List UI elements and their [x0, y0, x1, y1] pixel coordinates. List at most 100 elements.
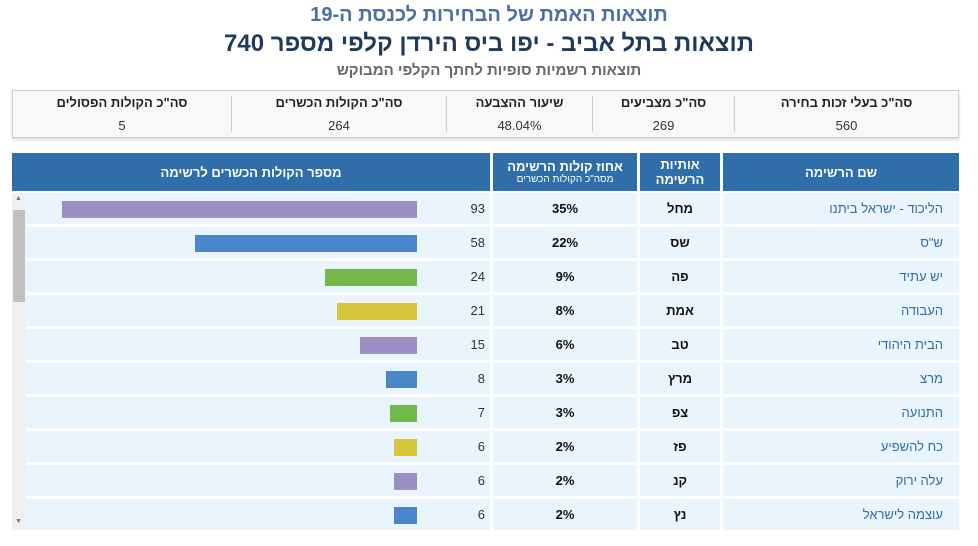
summary-eligible: סה"כ בעלי זכות בחירה 560 [734, 95, 958, 133]
votes-bar [394, 507, 417, 524]
list-name[interactable]: עלה ירוק [723, 465, 959, 496]
table-row: עלה ירוק קנ 2% 6 [12, 465, 959, 499]
table-row: הבית היהודי טב 6% 15 [12, 329, 959, 363]
table-row: יש עתיד פה 9% 24 [12, 261, 959, 295]
votes-value: 24 [470, 269, 485, 284]
votes-bar [61, 201, 417, 218]
summary-label: סה"כ בעלי זכות בחירה [780, 95, 913, 110]
votes-cell: 21 [12, 295, 490, 326]
list-letters: קנ [640, 465, 720, 496]
list-name[interactable]: ש"ס [723, 227, 959, 258]
summary-label: שיעור ההצבעה [475, 95, 564, 110]
list-pct: 35% [493, 193, 637, 224]
list-name[interactable]: עוצמה לישראל [723, 499, 959, 530]
votes-value: 93 [470, 201, 485, 216]
table-row: התנועה צפ 3% 7 [12, 397, 959, 431]
header-pct-label: אחוז קולות הרשימה [507, 159, 623, 174]
list-letters: נץ [640, 499, 720, 530]
votes-value: 6 [477, 439, 485, 454]
summary-value: 5 [118, 118, 126, 133]
votes-cell: 8 [12, 363, 490, 394]
scroll-up-icon[interactable]: ▲ [15, 195, 22, 202]
header-letters: אותיות הרשימה [640, 153, 720, 191]
summary-invalid: סה"כ הקולות הפסולים 5 [13, 95, 231, 133]
votes-value: 15 [470, 337, 485, 352]
votes-bar [394, 439, 417, 456]
table-row: הליכוד - ישראל ביתנו מחל 35% 93 [12, 193, 959, 227]
header-pct-sub: מסה"כ הקולות הכשרים [516, 174, 614, 185]
votes-cell: 93 [12, 193, 490, 224]
votes-value: 21 [470, 303, 485, 318]
votes-value: 58 [470, 235, 485, 250]
list-pct: 22% [493, 227, 637, 258]
votes-value: 6 [477, 507, 485, 522]
list-pct: 6% [493, 329, 637, 360]
summary-value: 264 [328, 118, 350, 133]
list-pct: 2% [493, 499, 637, 530]
list-letters: שס [640, 227, 720, 258]
list-name[interactable]: כח להשפיע [723, 431, 959, 462]
list-letters: צפ [640, 397, 720, 428]
list-letters: מחל [640, 193, 720, 224]
votes-bar [359, 337, 417, 354]
list-name[interactable]: מרצ [723, 363, 959, 394]
table-row: כח להשפיע פז 2% 6 [12, 431, 959, 465]
votes-value: 6 [477, 473, 485, 488]
summary-valid: סה"כ הקולות הכשרים 264 [231, 95, 446, 133]
votes-bar [336, 303, 417, 320]
page-title: תוצאות האמת של הבחירות לכנסת ה-19 [310, 4, 668, 26]
votes-cell: 7 [12, 397, 490, 428]
header-votes: מספר הקולות הכשרים לרשימה [12, 153, 490, 191]
votes-cell: 58 [12, 227, 490, 258]
list-pct: 9% [493, 261, 637, 292]
list-letters: טב [640, 329, 720, 360]
summary-voters: סה"כ מצביעים 269 [592, 95, 734, 133]
votes-cell: 6 [12, 431, 490, 462]
scrollbar-thumb[interactable] [13, 210, 25, 302]
results-table-body: הליכוד - ישראל ביתנו מחל 35% 93 ש"ס שס 22… [12, 193, 959, 533]
list-name[interactable]: העבודה [723, 295, 959, 326]
votes-bar [390, 405, 417, 422]
votes-value: 7 [477, 405, 485, 420]
subtitle: תוצאות רשמיות סופיות לחתך הקלפי המבוקש [336, 62, 642, 79]
votes-cell: 15 [12, 329, 490, 360]
votes-cell: 6 [12, 465, 490, 496]
list-name[interactable]: הבית היהודי [723, 329, 959, 360]
list-letters: פז [640, 431, 720, 462]
table-row: מרצ מרץ 3% 8 [12, 363, 959, 397]
list-letters: אמת [640, 295, 720, 326]
votes-bar [195, 235, 417, 252]
votes-cell: 6 [12, 499, 490, 530]
header-pct: אחוז קולות הרשימה מסה"כ הקולות הכשרים [493, 153, 637, 191]
list-letters: פה [640, 261, 720, 292]
list-pct: 3% [493, 397, 637, 428]
list-pct: 3% [493, 363, 637, 394]
ballot-title: תוצאות בתל אביב - יפו ביס הירדן קלפי מספ… [224, 30, 754, 57]
list-letters: מרץ [640, 363, 720, 394]
list-name[interactable]: יש עתיד [723, 261, 959, 292]
list-pct: 2% [493, 465, 637, 496]
table-row: ש"ס שס 22% 58 [12, 227, 959, 261]
header-name: שם הרשימה [723, 153, 959, 191]
votes-value: 8 [477, 371, 485, 386]
table-row: עוצמה לישראל נץ 2% 6 [12, 499, 959, 533]
list-pct: 2% [493, 431, 637, 462]
list-name[interactable]: התנועה [723, 397, 959, 428]
results-table-header: שם הרשימה אותיות הרשימה אחוז קולות הרשימ… [12, 153, 959, 191]
votes-bar [325, 269, 417, 286]
summary-label: סה"כ הקולות הפסולים [56, 95, 188, 110]
summary-value: 48.04% [497, 118, 542, 133]
summary-turnout: שיעור ההצבעה 48.04% [446, 95, 592, 133]
list-name[interactable]: הליכוד - ישראל ביתנו [723, 193, 959, 224]
summary-value: 269 [652, 118, 675, 133]
summary-label: סה"כ הקולות הכשרים [275, 95, 403, 110]
scrollbar[interactable]: ▲ ▼ [12, 193, 26, 527]
summary-label: סה"כ מצביעים [620, 95, 707, 110]
scroll-down-icon[interactable]: ▼ [15, 518, 22, 525]
votes-bar [394, 473, 417, 490]
votes-cell: 24 [12, 261, 490, 292]
list-pct: 8% [493, 295, 637, 326]
table-row: העבודה אמת 8% 21 [12, 295, 959, 329]
summary-value: 560 [835, 118, 858, 133]
summary-panel: סה"כ בעלי זכות בחירה 560 סה"כ מצביעים 269 … [12, 90, 959, 138]
